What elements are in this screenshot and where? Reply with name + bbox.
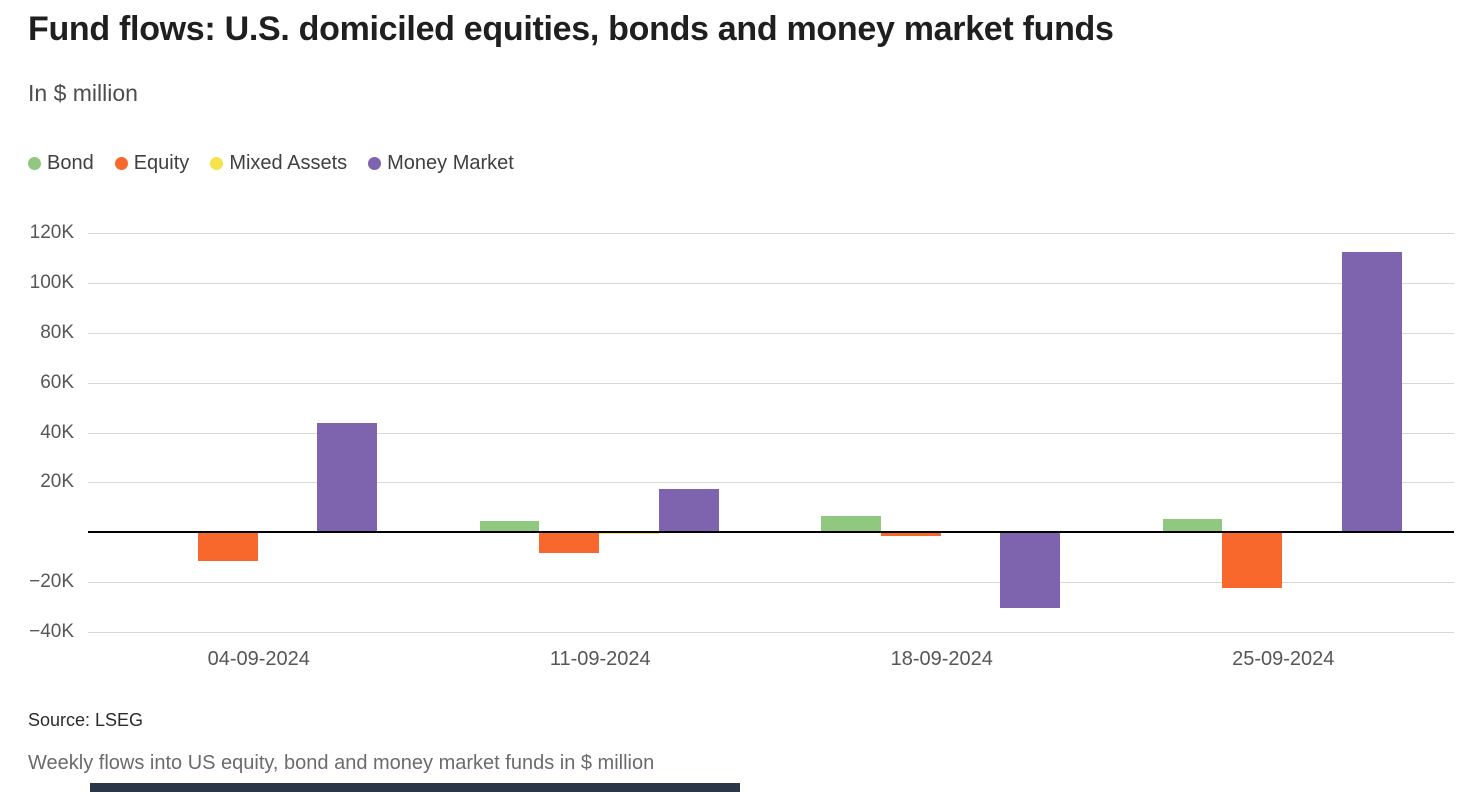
- gridline: [88, 332, 1454, 334]
- y-axis-tick-label: 100K: [29, 271, 74, 293]
- plot-area: 120K 100K 80K 60K 40K 20K −20K −40K 04-09-2024 11…: [29, 220, 1454, 670]
- chart-subtitle: In $ million: [28, 80, 138, 106]
- legend: Bond Equity Mixed Assets Money Market: [28, 152, 514, 175]
- y-axis-tick-label: 40K: [40, 421, 74, 443]
- gridline: [88, 582, 1454, 584]
- bar-bond-11-09-2024[interactable]: [479, 521, 540, 533]
- bar-equity-25-09-2024[interactable]: [1222, 532, 1282, 589]
- x-axis-tick-label: 25-09-2024: [1232, 648, 1335, 670]
- gridline: [88, 632, 1454, 633]
- bar-money-market-18-09-2024[interactable]: [1000, 532, 1060, 609]
- gridline: [88, 233, 1454, 234]
- bar-money-market-11-09-2024[interactable]: [658, 488, 719, 533]
- bar-money-market-25-09-2024[interactable]: [1341, 251, 1402, 533]
- gridline: [88, 282, 1454, 284]
- equity-swatch-icon: [114, 157, 128, 170]
- legend-label: Money Market: [387, 152, 514, 174]
- y-axis-tick-label: 60K: [40, 371, 74, 393]
- y-axis-tick-label: 80K: [40, 321, 74, 343]
- bar-money-market-04-09-2024[interactable]: [317, 422, 377, 533]
- legend-item-bond[interactable]: Bond: [28, 152, 94, 175]
- gridline: [88, 432, 1454, 434]
- legend-item-mixed-assets[interactable]: Mixed Assets: [210, 152, 347, 175]
- chart-description: Weekly flows into US equity, bond and mo…: [28, 752, 655, 774]
- source-note: Source: LSEG: [28, 710, 144, 730]
- mixed-assets-swatch-icon: [210, 157, 224, 170]
- x-axis-tick-label: 04-09-2024: [207, 648, 310, 670]
- legend-item-equity[interactable]: Equity: [114, 152, 190, 175]
- bar-equity-11-09-2024[interactable]: [539, 532, 599, 553]
- zero-baseline: [88, 531, 1454, 534]
- gridline: [88, 482, 1454, 484]
- y-axis-tick-label: 20K: [40, 471, 74, 493]
- brand-bar: [90, 783, 740, 792]
- legend-label: Bond: [47, 152, 94, 174]
- legend-item-money-market[interactable]: Money Market: [368, 152, 514, 175]
- legend-label: Mixed Assets: [229, 152, 348, 174]
- legend-label: Equity: [133, 152, 190, 174]
- page-title: Fund flows: U.S. domiciled equities, bon…: [28, 10, 1114, 48]
- bond-swatch-icon: [28, 157, 41, 170]
- bar-bond-18-09-2024[interactable]: [821, 516, 881, 533]
- bar-bond-25-09-2024[interactable]: [1162, 518, 1223, 533]
- bar-equity-04-09-2024[interactable]: [197, 532, 258, 562]
- money-market-swatch-icon: [368, 157, 382, 170]
- gridline: [88, 382, 1454, 384]
- bar-equity-18-09-2024[interactable]: [880, 532, 941, 536]
- x-axis-tick-label: 18-09-2024: [890, 648, 993, 670]
- y-axis-tick-label: −40K: [29, 621, 74, 642]
- x-axis-tick-label: 11-09-2024: [549, 648, 651, 670]
- y-axis-tick-label: 120K: [29, 222, 74, 243]
- y-axis-tick-label: −20K: [29, 571, 74, 593]
